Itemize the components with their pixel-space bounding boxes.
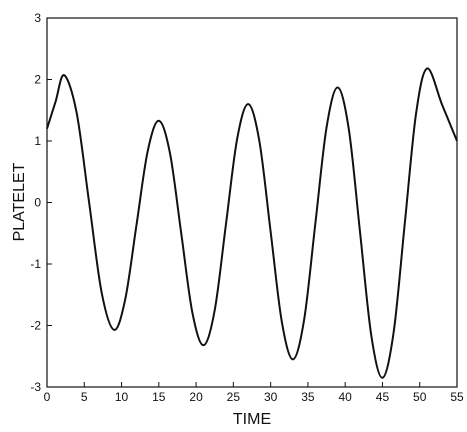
x-tick-label: 45: [376, 390, 390, 404]
x-tick-label: 30: [264, 390, 278, 404]
x-tick-label: 40: [339, 390, 353, 404]
line: [46, 67, 458, 379]
x-tick-label: 50: [413, 390, 427, 404]
x-tick-label: 35: [301, 390, 315, 404]
y-axis-label: PLATELET: [11, 162, 28, 241]
x-axis-label: TIME: [233, 411, 271, 428]
y-tick-label: -2: [30, 319, 41, 333]
y-tick-label: 0: [34, 196, 41, 210]
y-tick-label: -3: [30, 380, 41, 394]
y-tick-label: 2: [34, 73, 41, 87]
x-tick-label: 15: [152, 390, 166, 404]
y-tick-label: -1: [30, 257, 41, 271]
y-tick-label: 1: [34, 134, 41, 148]
x-tick-label: 20: [189, 390, 203, 404]
x-tick-label: 0: [44, 390, 51, 404]
x-tick-label: 55: [450, 390, 464, 404]
plot-frame: [46, 17, 458, 388]
x-tick-label: 10: [115, 390, 129, 404]
x-tick-label: 5: [81, 390, 88, 404]
x-tick-label: 25: [227, 390, 241, 404]
y-tick-label: 3: [34, 11, 41, 25]
